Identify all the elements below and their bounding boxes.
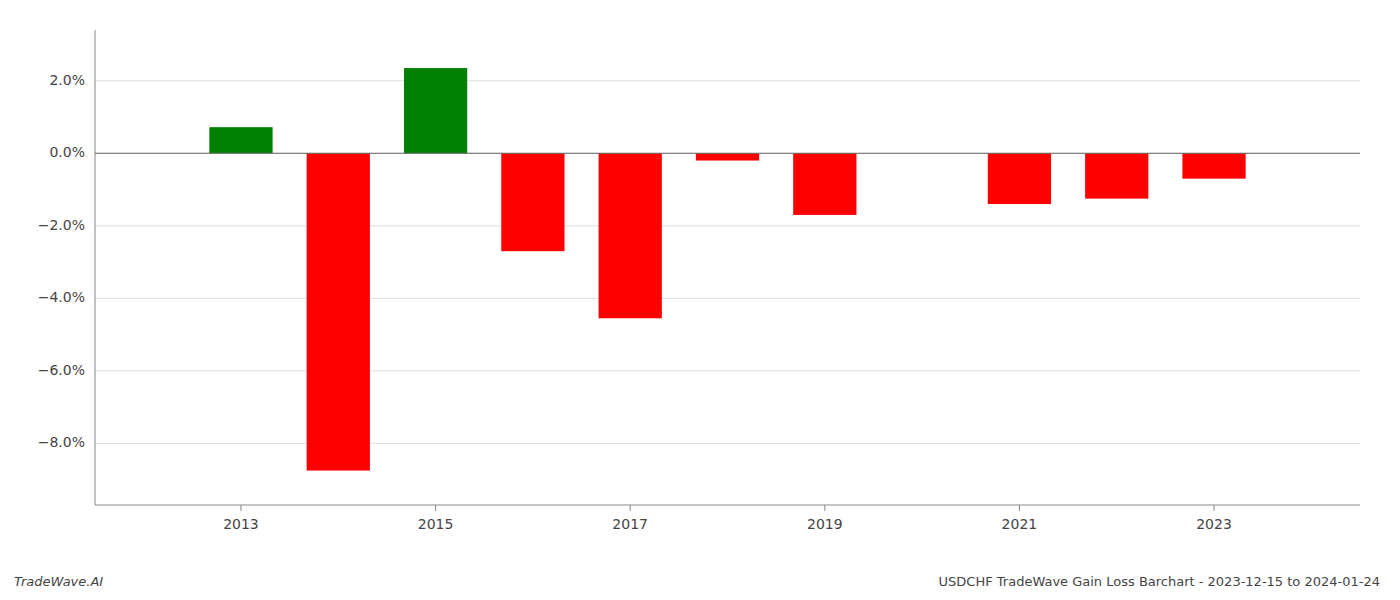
x-tick bbox=[1214, 505, 1215, 511]
x-tick-label: 2023 bbox=[1196, 516, 1232, 532]
bar bbox=[209, 127, 272, 153]
x-tick-label: 2015 bbox=[418, 516, 454, 532]
y-axis: 2.0% 0.0% −2.0% −4.0% −6.0% −8.0% bbox=[38, 30, 95, 505]
y-tick-label: 2.0% bbox=[49, 72, 85, 88]
bar bbox=[696, 153, 759, 160]
grid-line bbox=[95, 443, 1360, 444]
bars bbox=[209, 68, 1245, 470]
grid-line bbox=[95, 153, 1360, 154]
bar bbox=[1085, 153, 1148, 198]
watermark: TradeWave.AI bbox=[14, 574, 103, 589]
grid-line bbox=[95, 225, 1360, 226]
bar bbox=[307, 153, 370, 470]
x-axis: 2013 2015 2017 2019 2021 2023 bbox=[95, 505, 1360, 532]
chart-container: 2.0% 0.0% −2.0% −4.0% −6.0% −8.0% 2013 2015 2017… bbox=[0, 0, 1400, 600]
x-tick bbox=[824, 505, 825, 511]
y-axis-line bbox=[95, 30, 96, 505]
y-tick-label: 0.0% bbox=[49, 144, 85, 160]
chart: 2.0% 0.0% −2.0% −4.0% −6.0% −8.0% 2013 2015 2017… bbox=[0, 0, 1400, 600]
x-tick-label: 2021 bbox=[1002, 516, 1038, 532]
bar bbox=[1182, 153, 1245, 178]
grid-line bbox=[95, 298, 1360, 299]
x-tick-label: 2013 bbox=[223, 516, 259, 532]
x-tick bbox=[240, 505, 241, 511]
y-tick-label: −2.0% bbox=[38, 217, 85, 233]
x-tick bbox=[435, 505, 436, 511]
bar bbox=[404, 68, 467, 153]
title: USDCHF TradeWave Gain Loss Barchart - 20… bbox=[939, 574, 1380, 589]
bar bbox=[599, 153, 662, 318]
grid-line bbox=[95, 80, 1360, 81]
x-tick bbox=[630, 505, 631, 511]
zero-line bbox=[95, 153, 1360, 154]
x-tick-label: 2019 bbox=[807, 516, 843, 532]
y-tick-label: −4.0% bbox=[38, 289, 85, 305]
grid-line bbox=[95, 370, 1360, 371]
x-axis-line bbox=[95, 505, 1360, 506]
y-tick-label: −6.0% bbox=[38, 362, 85, 378]
bar bbox=[988, 153, 1051, 204]
y-tick-label: −8.0% bbox=[38, 434, 85, 450]
bar bbox=[501, 153, 564, 251]
grid bbox=[95, 81, 1360, 444]
x-tick-label: 2017 bbox=[612, 516, 648, 532]
x-tick bbox=[1019, 505, 1020, 511]
bar bbox=[793, 153, 856, 215]
